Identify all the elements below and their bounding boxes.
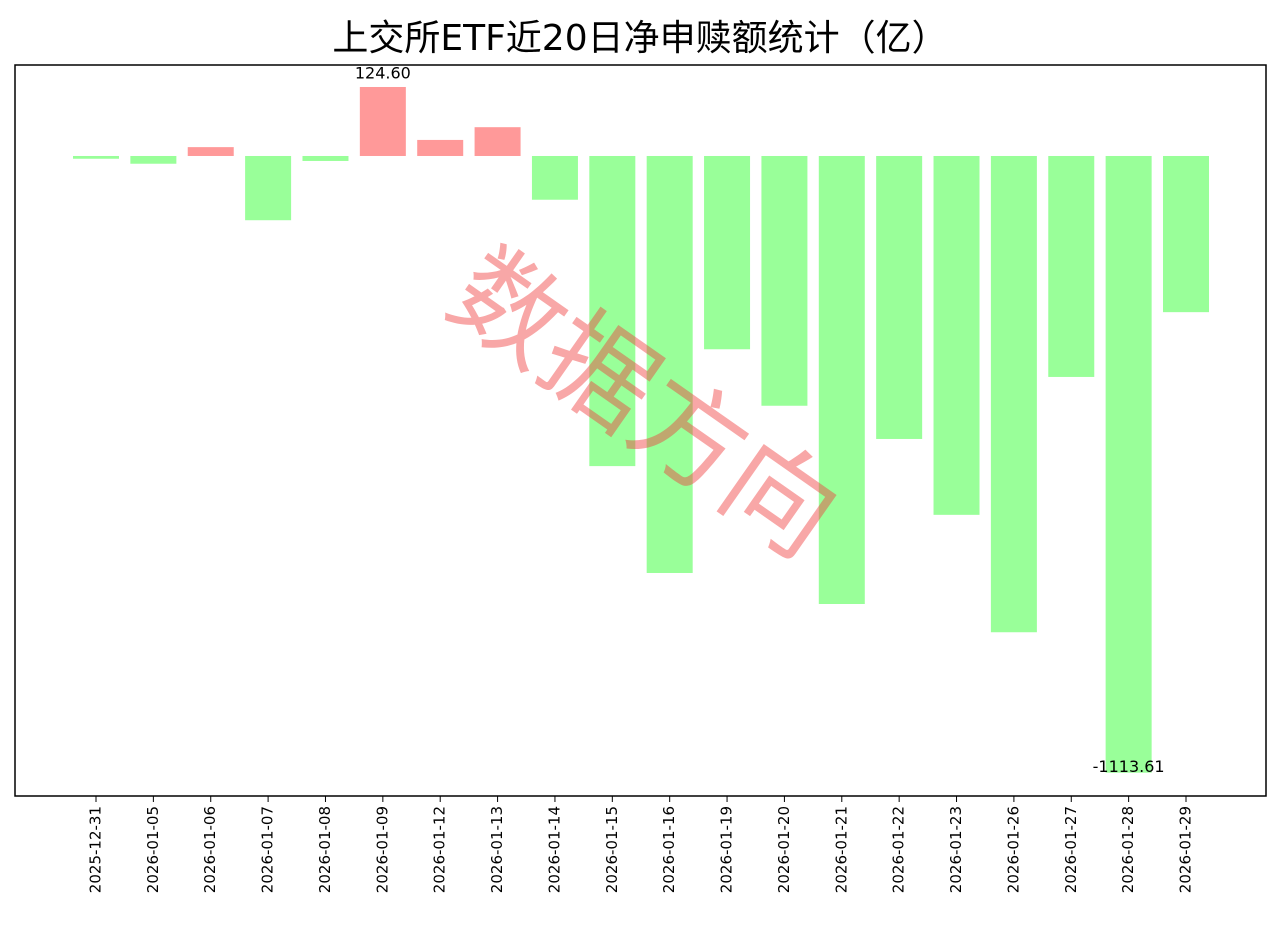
bar <box>761 155 808 406</box>
bar <box>876 155 923 439</box>
plot-frame <box>14 64 1267 797</box>
x-tick-label: 2026-01-06 <box>201 806 219 893</box>
bar <box>474 127 521 156</box>
bar <box>531 155 578 200</box>
x-tick-label: 2026-01-14 <box>545 806 563 893</box>
bar <box>1048 155 1095 377</box>
x-tick-label: 2026-01-28 <box>1119 806 1137 893</box>
bar <box>1105 155 1152 773</box>
bar <box>245 155 292 221</box>
x-tick-label: 2026-01-12 <box>431 806 449 893</box>
x-tick-label: 2026-01-08 <box>316 806 334 893</box>
x-tick-label: 2026-01-16 <box>660 806 678 893</box>
x-tick-label: 2026-01-07 <box>259 806 277 893</box>
value-label: -1113.61 <box>1093 757 1165 776</box>
bar <box>417 139 464 156</box>
x-tick-label: 2026-01-13 <box>488 806 506 893</box>
x-tick-label: 2026-01-22 <box>890 806 908 893</box>
x-tick-label: 2026-01-27 <box>1062 806 1080 893</box>
bar <box>187 147 234 156</box>
bar <box>646 155 693 573</box>
bar <box>359 86 406 156</box>
bar <box>704 155 751 350</box>
x-tick-label: 2026-01-19 <box>718 806 736 893</box>
x-tick-label: 2026-01-15 <box>603 806 621 893</box>
bar <box>818 155 865 605</box>
bar <box>130 155 177 164</box>
x-tick-label: 2026-01-05 <box>144 806 162 893</box>
bar <box>990 155 1037 633</box>
x-tick-label: 2026-01-20 <box>775 806 793 893</box>
value-label: 124.60 <box>355 63 411 82</box>
bar <box>1163 155 1209 313</box>
x-tick-label: 2026-01-26 <box>1004 806 1022 893</box>
bar <box>589 155 636 467</box>
bar <box>933 155 980 515</box>
x-tick-label: 2026-01-21 <box>832 806 850 893</box>
chart-title: 上交所ETF近20日净申赎额统计（亿） <box>332 18 947 59</box>
x-tick-label: 2025-12-31 <box>87 806 105 893</box>
x-tick-label: 2026-01-09 <box>373 806 391 893</box>
x-tick-label: 2026-01-29 <box>1177 806 1195 893</box>
x-tick-label: 2026-01-23 <box>947 806 965 893</box>
bars: 2025-12-31 2026-01-05 2026-01-06 2026-01-07… <box>73 63 1209 893</box>
bar <box>302 155 349 161</box>
bar <box>73 155 119 159</box>
